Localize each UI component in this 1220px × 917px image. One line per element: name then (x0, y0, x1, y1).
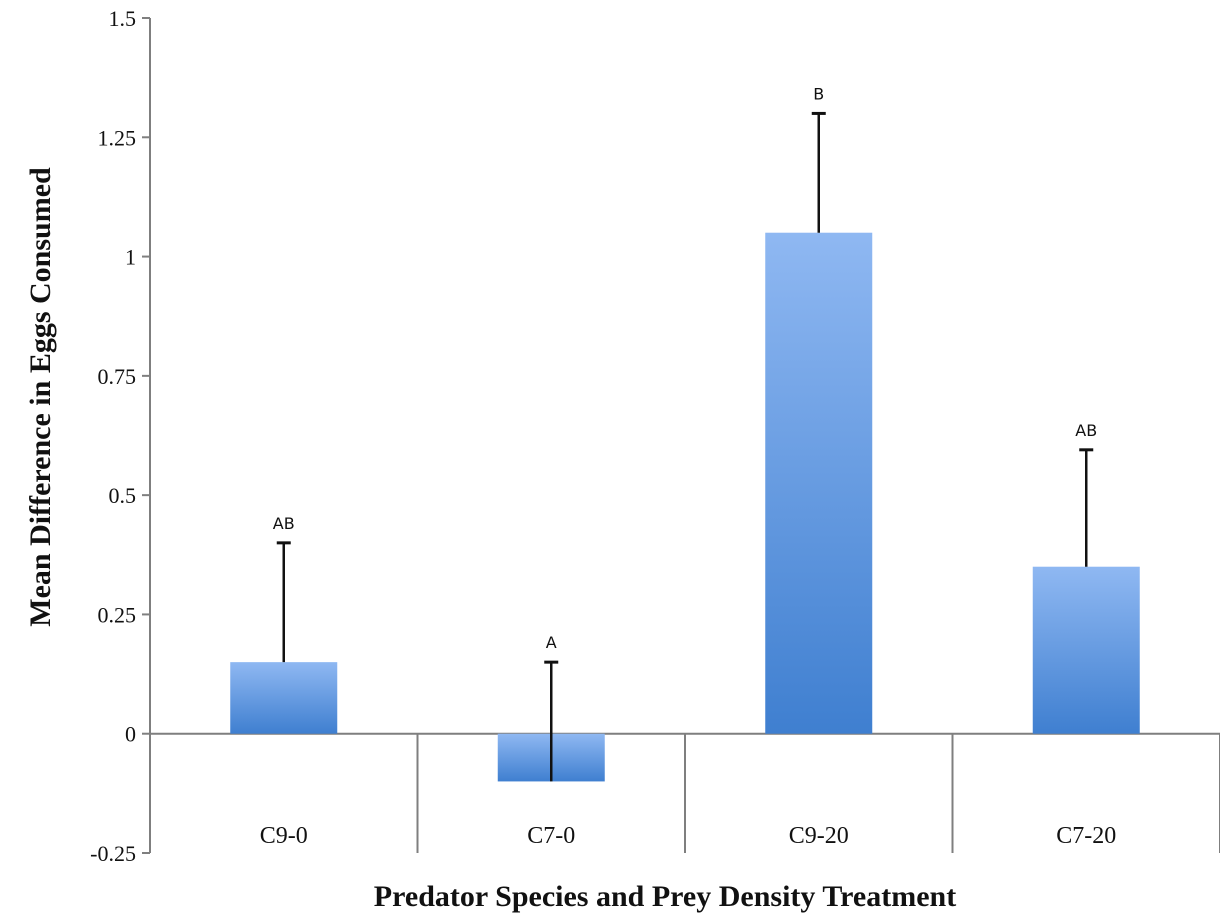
category-label: C9-0 (260, 823, 308, 849)
significance-label: AB (273, 514, 295, 533)
error-bars (276, 111, 1094, 782)
y-axis-title: Mean Difference in Eggs Consumed (24, 167, 57, 627)
bar-c9-0 (230, 662, 338, 734)
y-tick-label: 0 (125, 722, 136, 747)
bar-c7-20 (1032, 566, 1140, 734)
significance-label: AB (1075, 421, 1097, 440)
bars (230, 232, 1140, 782)
y-tick-label: 1.5 (109, 6, 137, 31)
category-label: C9-20 (789, 823, 849, 849)
significance-label: A (546, 633, 557, 652)
labels: AB C9-0 A C7-0 B C9-20 AB C7-20 (260, 84, 1117, 849)
y-tick-label: 1.25 (98, 125, 137, 150)
category-label: C7-0 (527, 823, 575, 849)
y-tick-label: 0.5 (109, 483, 137, 508)
significance-label: B (813, 84, 824, 103)
y-tick-label: 0.25 (98, 602, 137, 627)
bar-c9-20 (765, 232, 873, 734)
y-tick-label: 0.75 (98, 364, 137, 389)
y-tick-label: 1 (125, 245, 136, 270)
x-axis-title: Predator Species and Prey Density Treatm… (374, 880, 956, 913)
axes: -0.25 0 0.25 0.5 0.75 1 1.25 1.5 (90, 6, 1220, 866)
category-label: C7-20 (1056, 823, 1116, 849)
y-tick-label: -0.25 (90, 841, 136, 866)
